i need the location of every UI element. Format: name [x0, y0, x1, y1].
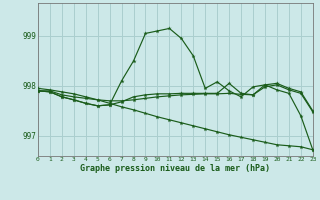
X-axis label: Graphe pression niveau de la mer (hPa): Graphe pression niveau de la mer (hPa) — [80, 164, 270, 173]
